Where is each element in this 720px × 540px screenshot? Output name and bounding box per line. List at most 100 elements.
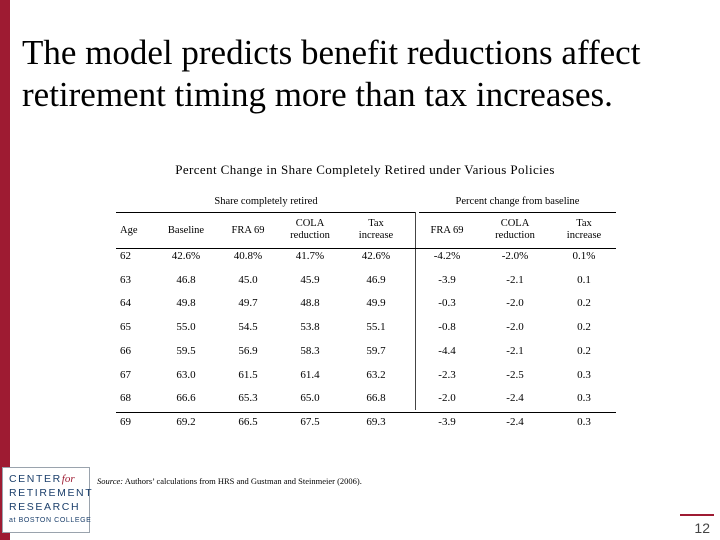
cell-pct-cola: -2.4: [506, 392, 524, 405]
cell-baseline: 42.6%: [171, 250, 201, 262]
col-pct-cola: COLA reduction: [482, 218, 548, 242]
cell-baseline: 69.2: [176, 415, 196, 428]
cell-pct-fra69: -4.4: [438, 344, 456, 357]
cell-pct-tax: 0.2: [577, 297, 591, 310]
col-fra69: FRA 69: [231, 225, 265, 236]
table-row: 65 55.0 54.5 53.8 55.1 -0.8 -2.0 0.2: [116, 321, 616, 341]
cell-pct-tax: 0.2: [577, 344, 591, 357]
col-pct-cola-l1: COLA: [500, 218, 530, 229]
cell-fra69: 49.7: [238, 297, 258, 310]
cell-pct-fra69: -0.3: [438, 297, 456, 310]
col-cola-l2: reduction: [290, 230, 330, 241]
cell-fra69: 45.0: [238, 273, 258, 286]
col-tax: Tax increase: [348, 218, 404, 242]
cell-fra69: 40.8%: [233, 250, 263, 262]
cell-baseline: 59.5: [176, 344, 196, 357]
cell-pct-tax: 0.3: [577, 415, 591, 428]
col-pct-fra69: FRA 69: [430, 225, 464, 236]
cell-tax: 59.7: [366, 344, 386, 357]
table-row: 67 63.0 61.5 61.4 63.2 -2.3 -2.5 0.3: [116, 369, 616, 389]
col-pct-tax: Tax increase: [552, 218, 616, 242]
cell-pct-tax: 0.1%: [572, 250, 596, 262]
cell-pct-fra69: -3.9: [438, 415, 456, 428]
cell-age: 64: [120, 297, 131, 310]
col-pct-cola-l2: reduction: [495, 230, 535, 241]
column-divider: [415, 212, 416, 410]
source-label: Source:: [97, 476, 124, 486]
cell-pct-fra69: -0.8: [438, 321, 456, 334]
cell-pct-fra69: -2.0: [438, 392, 456, 405]
col-tax-l1: Tax: [368, 218, 384, 229]
cell-age: 66: [120, 344, 131, 357]
group-header-share: Share completely retired: [116, 196, 416, 213]
crr-logo: CENTERfor RETIREMENT RESEARCH at BOSTON …: [2, 467, 94, 533]
cell-age: 63: [120, 273, 131, 286]
cell-cola: 67.5: [300, 415, 320, 428]
cell-pct-tax: 0.2: [577, 321, 591, 334]
slide-title: The model predicts benefit reductions af…: [22, 33, 641, 114]
logo-line-retirement: RETIREMENT: [9, 487, 94, 499]
cell-fra69: 54.5: [238, 321, 258, 334]
cell-pct-tax: 0.1: [577, 273, 591, 286]
cell-fra69: 65.3: [238, 392, 258, 405]
cell-baseline: 55.0: [176, 321, 196, 334]
col-pct-tax-l2: increase: [566, 230, 602, 241]
cell-age: 62: [120, 250, 131, 262]
cell-cola: 41.7%: [295, 250, 325, 262]
cell-baseline: 66.6: [176, 392, 196, 405]
cell-pct-cola: -2.4: [506, 415, 524, 428]
cell-fra69: 56.9: [238, 344, 258, 357]
cell-tax: 66.8: [366, 392, 386, 405]
col-baseline: Baseline: [167, 225, 205, 236]
cell-pct-fra69: -3.9: [438, 273, 456, 286]
table-row: 63 46.8 45.0 45.9 46.9 -3.9 -2.1 0.1: [116, 274, 616, 294]
cell-cola: 53.8: [300, 321, 320, 334]
cell-tax: 42.6%: [361, 250, 391, 262]
cell-age: 69: [120, 415, 131, 428]
table-row: 69 69.2 66.5 67.5 69.3 -3.9 -2.4 0.3: [116, 416, 616, 436]
cell-pct-fra69: -2.3: [438, 368, 456, 381]
table-row: 68 66.6 65.3 65.0 66.8 -2.0 -2.4 0.3: [116, 392, 616, 412]
source-text: Authors’ calculations from HRS and Gustm…: [123, 476, 362, 486]
cell-age: 67: [120, 368, 131, 381]
logo-line-boston-college: at BOSTON COLLEGE: [9, 517, 92, 524]
cell-cola: 58.3: [300, 344, 320, 357]
cell-pct-cola: -2.1: [506, 344, 524, 357]
cell-pct-cola: -2.1: [506, 273, 524, 286]
cell-cola: 48.8: [300, 297, 320, 310]
col-cola-l1: COLA: [295, 218, 325, 229]
cell-baseline: 63.0: [176, 368, 196, 381]
col-cola: COLA reduction: [282, 218, 338, 242]
cell-baseline: 46.8: [176, 273, 196, 286]
cell-tax: 46.9: [366, 273, 386, 286]
cell-pct-cola: -2.0: [506, 321, 524, 334]
table-bottom-rule: [116, 412, 616, 413]
table-title: Percent Change in Share Completely Retir…: [175, 162, 555, 177]
slide-accent-bar: [0, 0, 10, 540]
cell-tax: 55.1: [366, 321, 386, 334]
cell-tax: 63.2: [366, 368, 386, 381]
logo-line-center: CENTERfor: [9, 473, 87, 485]
cell-pct-cola: -2.0%: [501, 250, 529, 262]
source-note: Source: Authors’ calculations from HRS a…: [97, 476, 362, 486]
page-number-bar: [680, 514, 714, 516]
cell-fra69: 66.5: [238, 415, 258, 428]
table-row: 64 49.8 49.7 48.8 49.9 -0.3 -2.0 0.2: [116, 297, 616, 317]
cell-fra69: 61.5: [238, 368, 258, 381]
logo-for-text: for: [61, 473, 75, 485]
column-headers: Age Baseline FRA 69 COLA reduction Tax inc…: [116, 216, 616, 249]
page-number: 12: [694, 520, 710, 536]
group-header-pct-change: Percent change from baseline: [419, 196, 616, 213]
cell-tax: 69.3: [366, 415, 386, 428]
cell-pct-tax: 0.3: [577, 392, 591, 405]
table-row: 66 59.5 56.9 58.3 59.7 -4.4 -2.1 0.2: [116, 345, 616, 365]
cell-baseline: 49.8: [176, 297, 196, 310]
cell-cola: 45.9: [300, 273, 320, 286]
logo-center-text: CENTER: [9, 473, 62, 485]
cell-cola: 61.4: [300, 368, 320, 381]
cell-age: 68: [120, 392, 131, 405]
cell-pct-cola: -2.0: [506, 297, 524, 310]
col-age: Age: [120, 225, 138, 236]
cell-pct-tax: 0.3: [577, 368, 591, 381]
logo-line-research: RESEARCH: [9, 501, 81, 513]
